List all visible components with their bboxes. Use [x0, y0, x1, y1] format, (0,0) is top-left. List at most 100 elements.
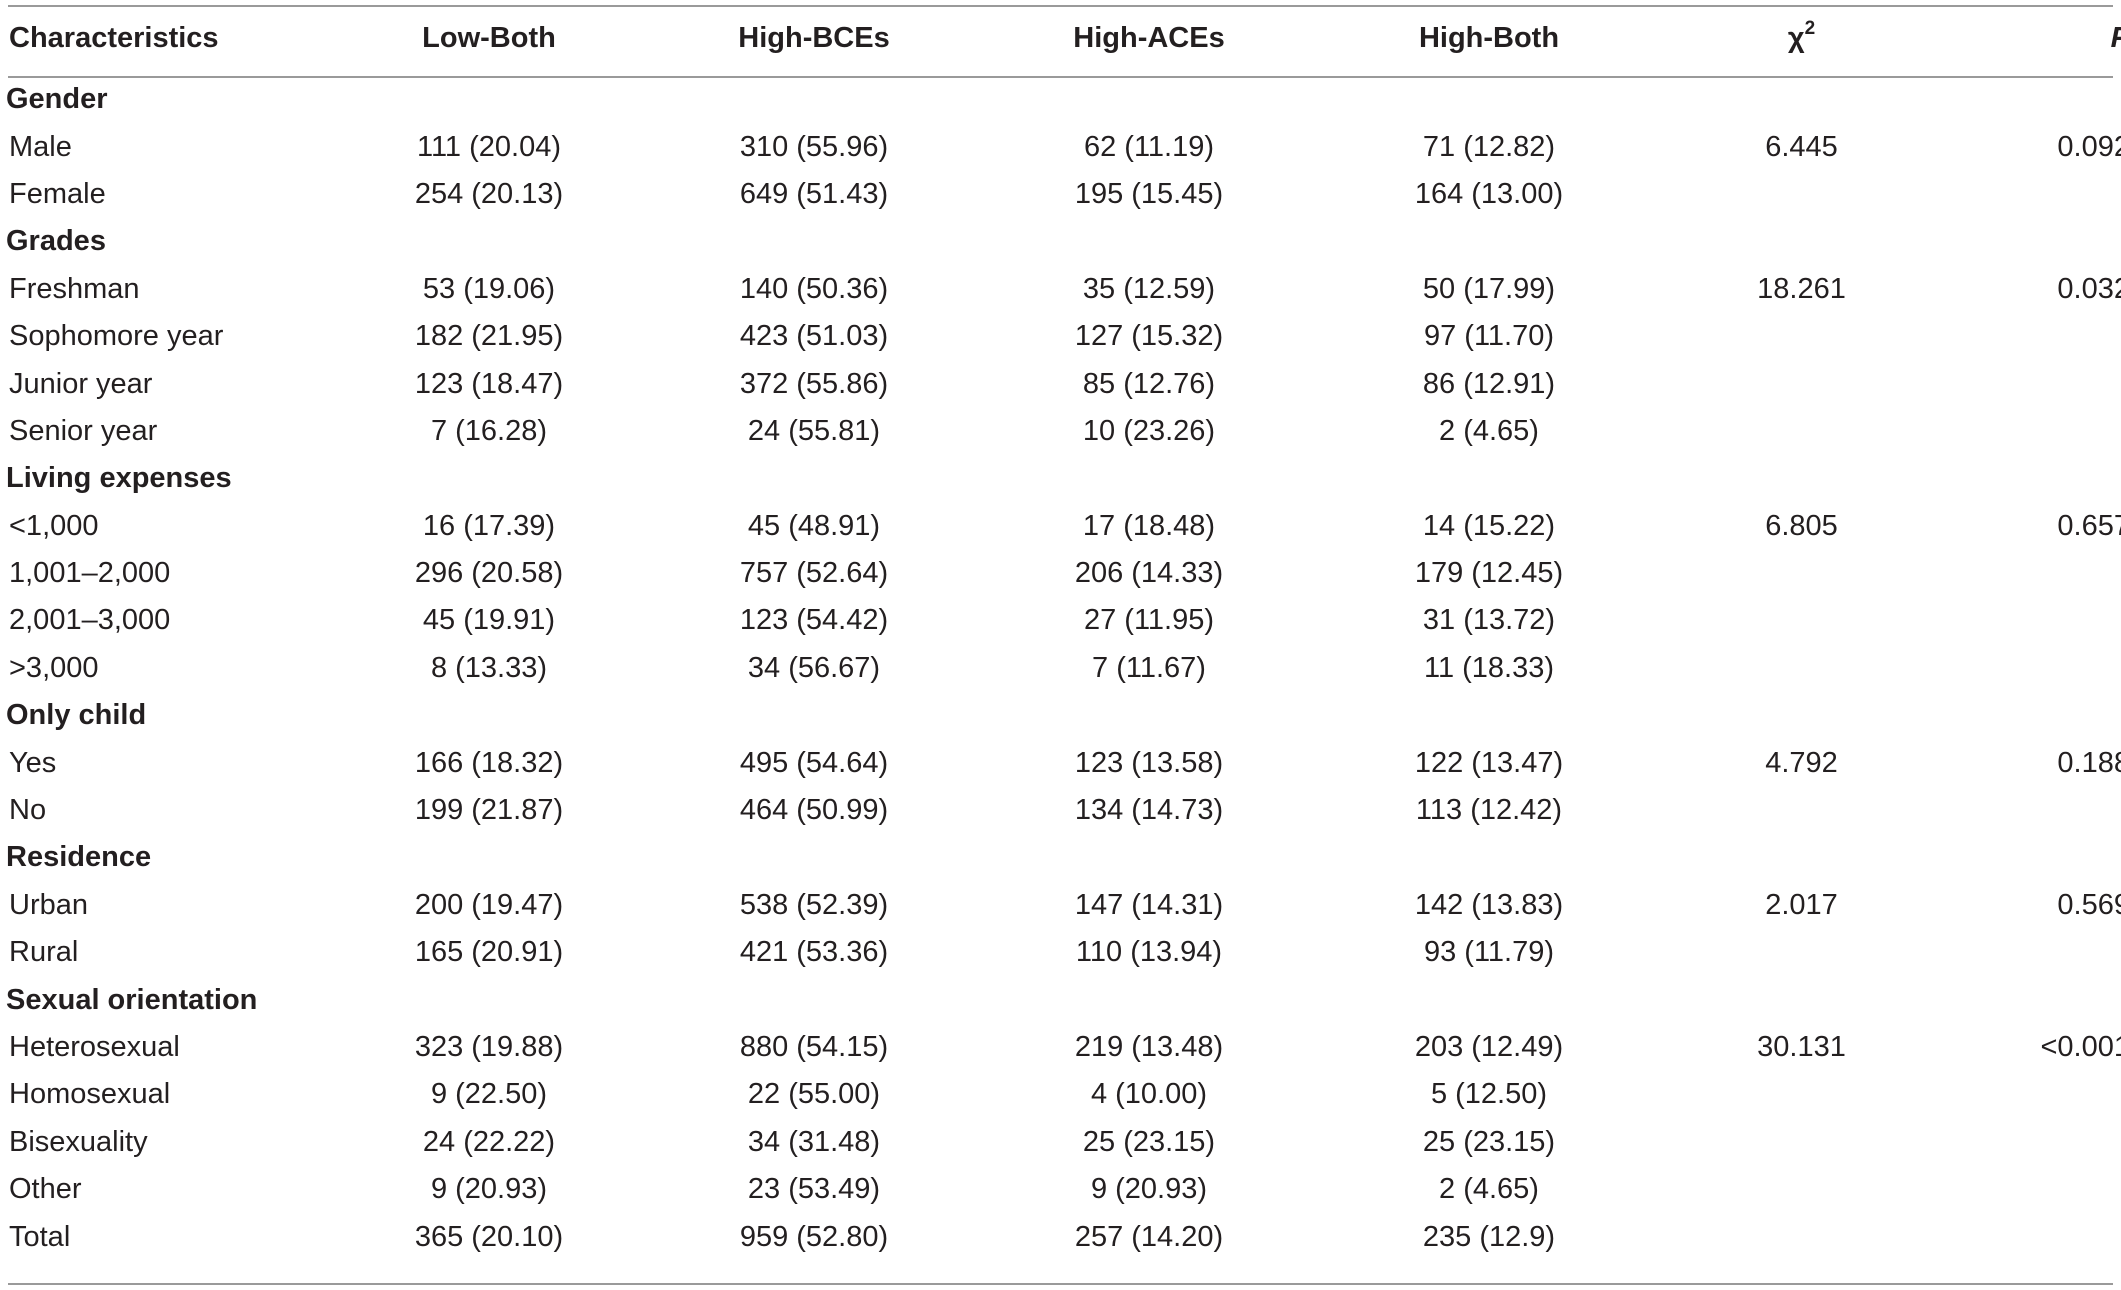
cell-high-aces: 195 (15.45) [1074, 177, 1224, 210]
cell-high-bces: 24 (55.81) [747, 414, 881, 447]
cell-high-aces: 7 (11.67) [1092, 651, 1206, 684]
table-row: Senior year 7 (16.28) 24 (55.81) 10 (23.26)… [0, 408, 2121, 455]
cell-p-value: 0.657 [2057, 509, 2121, 542]
cell-high-bces: 34 (56.67) [747, 651, 881, 684]
group-header-row: Living expenses [0, 455, 2121, 502]
empty-cell [629, 692, 999, 739]
cell-chi-square [1679, 171, 1924, 218]
empty-cell [629, 976, 999, 1023]
cell-p-value: 0.188 [2057, 746, 2121, 779]
empty-cell [1299, 455, 1679, 502]
cell-high-aces: 206 (14.33) [1074, 557, 1224, 590]
empty-cell [349, 834, 629, 881]
row-label: Urban [9, 888, 88, 921]
cell-low-both: 165 (20.91) [414, 936, 564, 969]
cell-chi-square [1679, 1213, 1924, 1260]
cell-p-value [1924, 1166, 2121, 1213]
empty-cell [1924, 455, 2121, 502]
cell-low-both: 53 (19.06) [422, 272, 556, 305]
row-label: Heterosexual [9, 1031, 180, 1063]
cell-high-bces: 22 (55.00) [747, 1078, 881, 1111]
cell-high-both: 86 (12.91) [1422, 367, 1556, 400]
row-label: Yes [9, 746, 57, 779]
cell-p-value [1924, 360, 2121, 407]
group-header-row: Residence [0, 834, 2121, 881]
empty-cell [999, 976, 1299, 1023]
cell-high-both: 122 (13.47) [1414, 746, 1564, 779]
group-label: Grades [6, 225, 106, 258]
cell-chi-square [1679, 597, 1924, 644]
cell-high-both: 31 (13.72) [1422, 604, 1556, 637]
row-label: No [9, 794, 47, 827]
cell-high-both: 142 (13.83) [1414, 888, 1564, 921]
empty-cell [999, 455, 1299, 502]
cell-high-both: 11 (18.33) [1423, 651, 1555, 684]
cell-chi-square: 4.792 [1765, 746, 1838, 779]
empty-cell [349, 692, 629, 739]
cell-low-both: 200 (19.47) [414, 888, 564, 921]
table-row: Bisexuality 24 (22.22) 34 (31.48) 25 (23.15… [0, 1119, 2121, 1166]
header-chi-square: χ2 [1679, 0, 1924, 76]
cell-chi-square: 18.261 [1757, 272, 1846, 305]
group-label: Living expenses [6, 462, 232, 495]
cell-high-aces: 110 (13.94) [1075, 936, 1223, 969]
empty-cell [1679, 218, 1924, 265]
table-bottom-rule [8, 1283, 2113, 1285]
row-label: Other [9, 1173, 82, 1206]
empty-cell [629, 455, 999, 502]
cell-high-both: 235 (12.9) [1422, 1220, 1556, 1253]
cell-high-aces: 134 (14.73) [1074, 794, 1224, 827]
group-label: Only child [6, 699, 147, 732]
cell-p-value: 0.032 [2057, 272, 2121, 305]
cell-chi-square: 6.805 [1765, 509, 1838, 542]
table-header: Characteristics Low-Both High-BCEs High-… [0, 0, 2121, 76]
cell-high-both: 164 (13.00) [1414, 177, 1564, 210]
cell-p-value: <0.001 [2040, 1031, 2121, 1063]
cell-p-value [1924, 1071, 2121, 1118]
table-row: >3,000 8 (13.33) 34 (56.67) 7 (11.67) 11 (18… [0, 645, 2121, 692]
cell-high-bces: 140 (50.36) [739, 272, 889, 305]
cell-low-both: 9 (20.93) [430, 1173, 548, 1206]
header-p-value: P [1924, 0, 2121, 76]
cell-high-bces: 538 (52.39) [739, 888, 889, 921]
cell-high-both: 14 (15.22) [1422, 509, 1556, 542]
cell-p-value [1924, 1213, 2121, 1260]
group-label: Residence [6, 841, 152, 874]
empty-cell [999, 76, 1299, 123]
table-row: Rural 165 (20.91) 421 (53.36) 110 (13.94) 93… [0, 929, 2121, 976]
row-label: <1,000 [9, 509, 99, 542]
row-label: Senior year [9, 414, 158, 447]
empty-cell [349, 455, 629, 502]
cell-p-value [1924, 929, 2121, 976]
empty-cell [629, 834, 999, 881]
group-header-row: Only child [0, 692, 2121, 739]
empty-cell [629, 218, 999, 265]
cell-high-bces: 45 (48.91) [747, 509, 881, 542]
header-low-both: Low-Both [422, 21, 556, 54]
table-row: Yes 166 (18.32) 495 (54.64) 123 (13.58) 122 … [0, 739, 2121, 786]
cell-high-aces: 219 (13.48) [1074, 1031, 1224, 1063]
characteristics-table: Characteristics Low-Both High-BCEs High-… [0, 0, 2121, 1260]
cell-chi-square [1679, 408, 1924, 455]
cell-high-bces: 880 (54.15) [739, 1031, 889, 1063]
cell-low-both: 123 (18.47) [414, 367, 564, 400]
cell-p-value [1924, 313, 2121, 360]
cell-low-both: 24 (22.22) [422, 1125, 556, 1158]
cell-high-aces: 10 (23.26) [1082, 414, 1216, 447]
cell-high-bces: 372 (55.86) [739, 367, 889, 400]
cell-low-both: 199 (21.87) [414, 794, 564, 827]
cell-p-value [1924, 408, 2121, 455]
empty-cell [999, 692, 1299, 739]
header-high-aces: High-ACEs [1073, 21, 1225, 54]
cell-p-value [1924, 1119, 2121, 1166]
empty-cell [1679, 455, 1924, 502]
cell-high-bces: 959 (52.80) [739, 1220, 889, 1253]
cell-high-bces: 464 (50.99) [739, 794, 889, 827]
cell-low-both: 9 (22.50) [430, 1078, 548, 1111]
row-label: Rural [9, 936, 79, 969]
row-label: 1,001–2,000 [9, 557, 171, 590]
cell-high-aces: 123 (13.58) [1074, 746, 1224, 779]
row-label: Junior year [9, 367, 153, 400]
empty-cell [1924, 976, 2121, 1023]
table-row: Heterosexual 323 (19.88) 880 (54.15) 219 (1… [0, 1024, 2121, 1071]
